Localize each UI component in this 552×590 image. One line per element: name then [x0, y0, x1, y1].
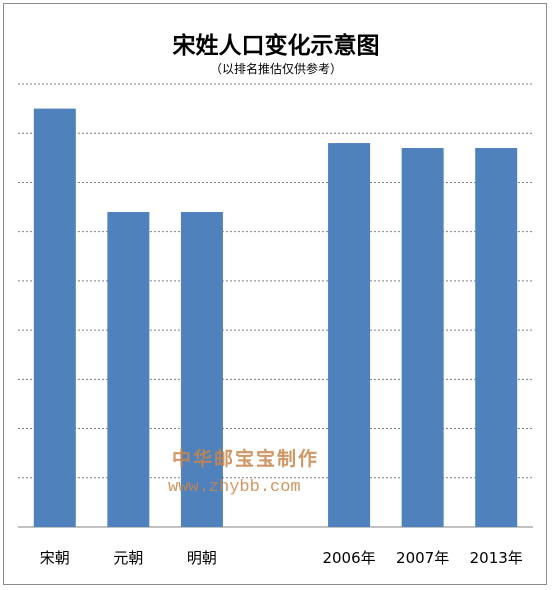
x-tick-label: 2007年	[396, 549, 449, 567]
chart-title: 宋姓人口变化示意图	[172, 32, 380, 59]
watermark-url: www.zhybb.com	[168, 478, 301, 497]
bar	[33, 108, 76, 527]
x-tick-label: 宋朝	[40, 549, 70, 567]
watermark-text: 中华邮宝宝制作	[172, 448, 320, 470]
x-tick-label: 2013年	[470, 549, 523, 567]
chart-frame	[3, 3, 547, 585]
x-tick-label: 明朝	[187, 549, 217, 567]
bar	[328, 143, 371, 528]
x-tick-label: 2006年	[322, 549, 375, 567]
bar	[107, 211, 150, 527]
bar	[401, 147, 444, 527]
bar	[475, 147, 518, 527]
chart-subtitle: （以排名推估仅供参考）	[209, 62, 342, 76]
x-tick-label: 元朝	[113, 549, 143, 567]
bar	[180, 211, 223, 527]
